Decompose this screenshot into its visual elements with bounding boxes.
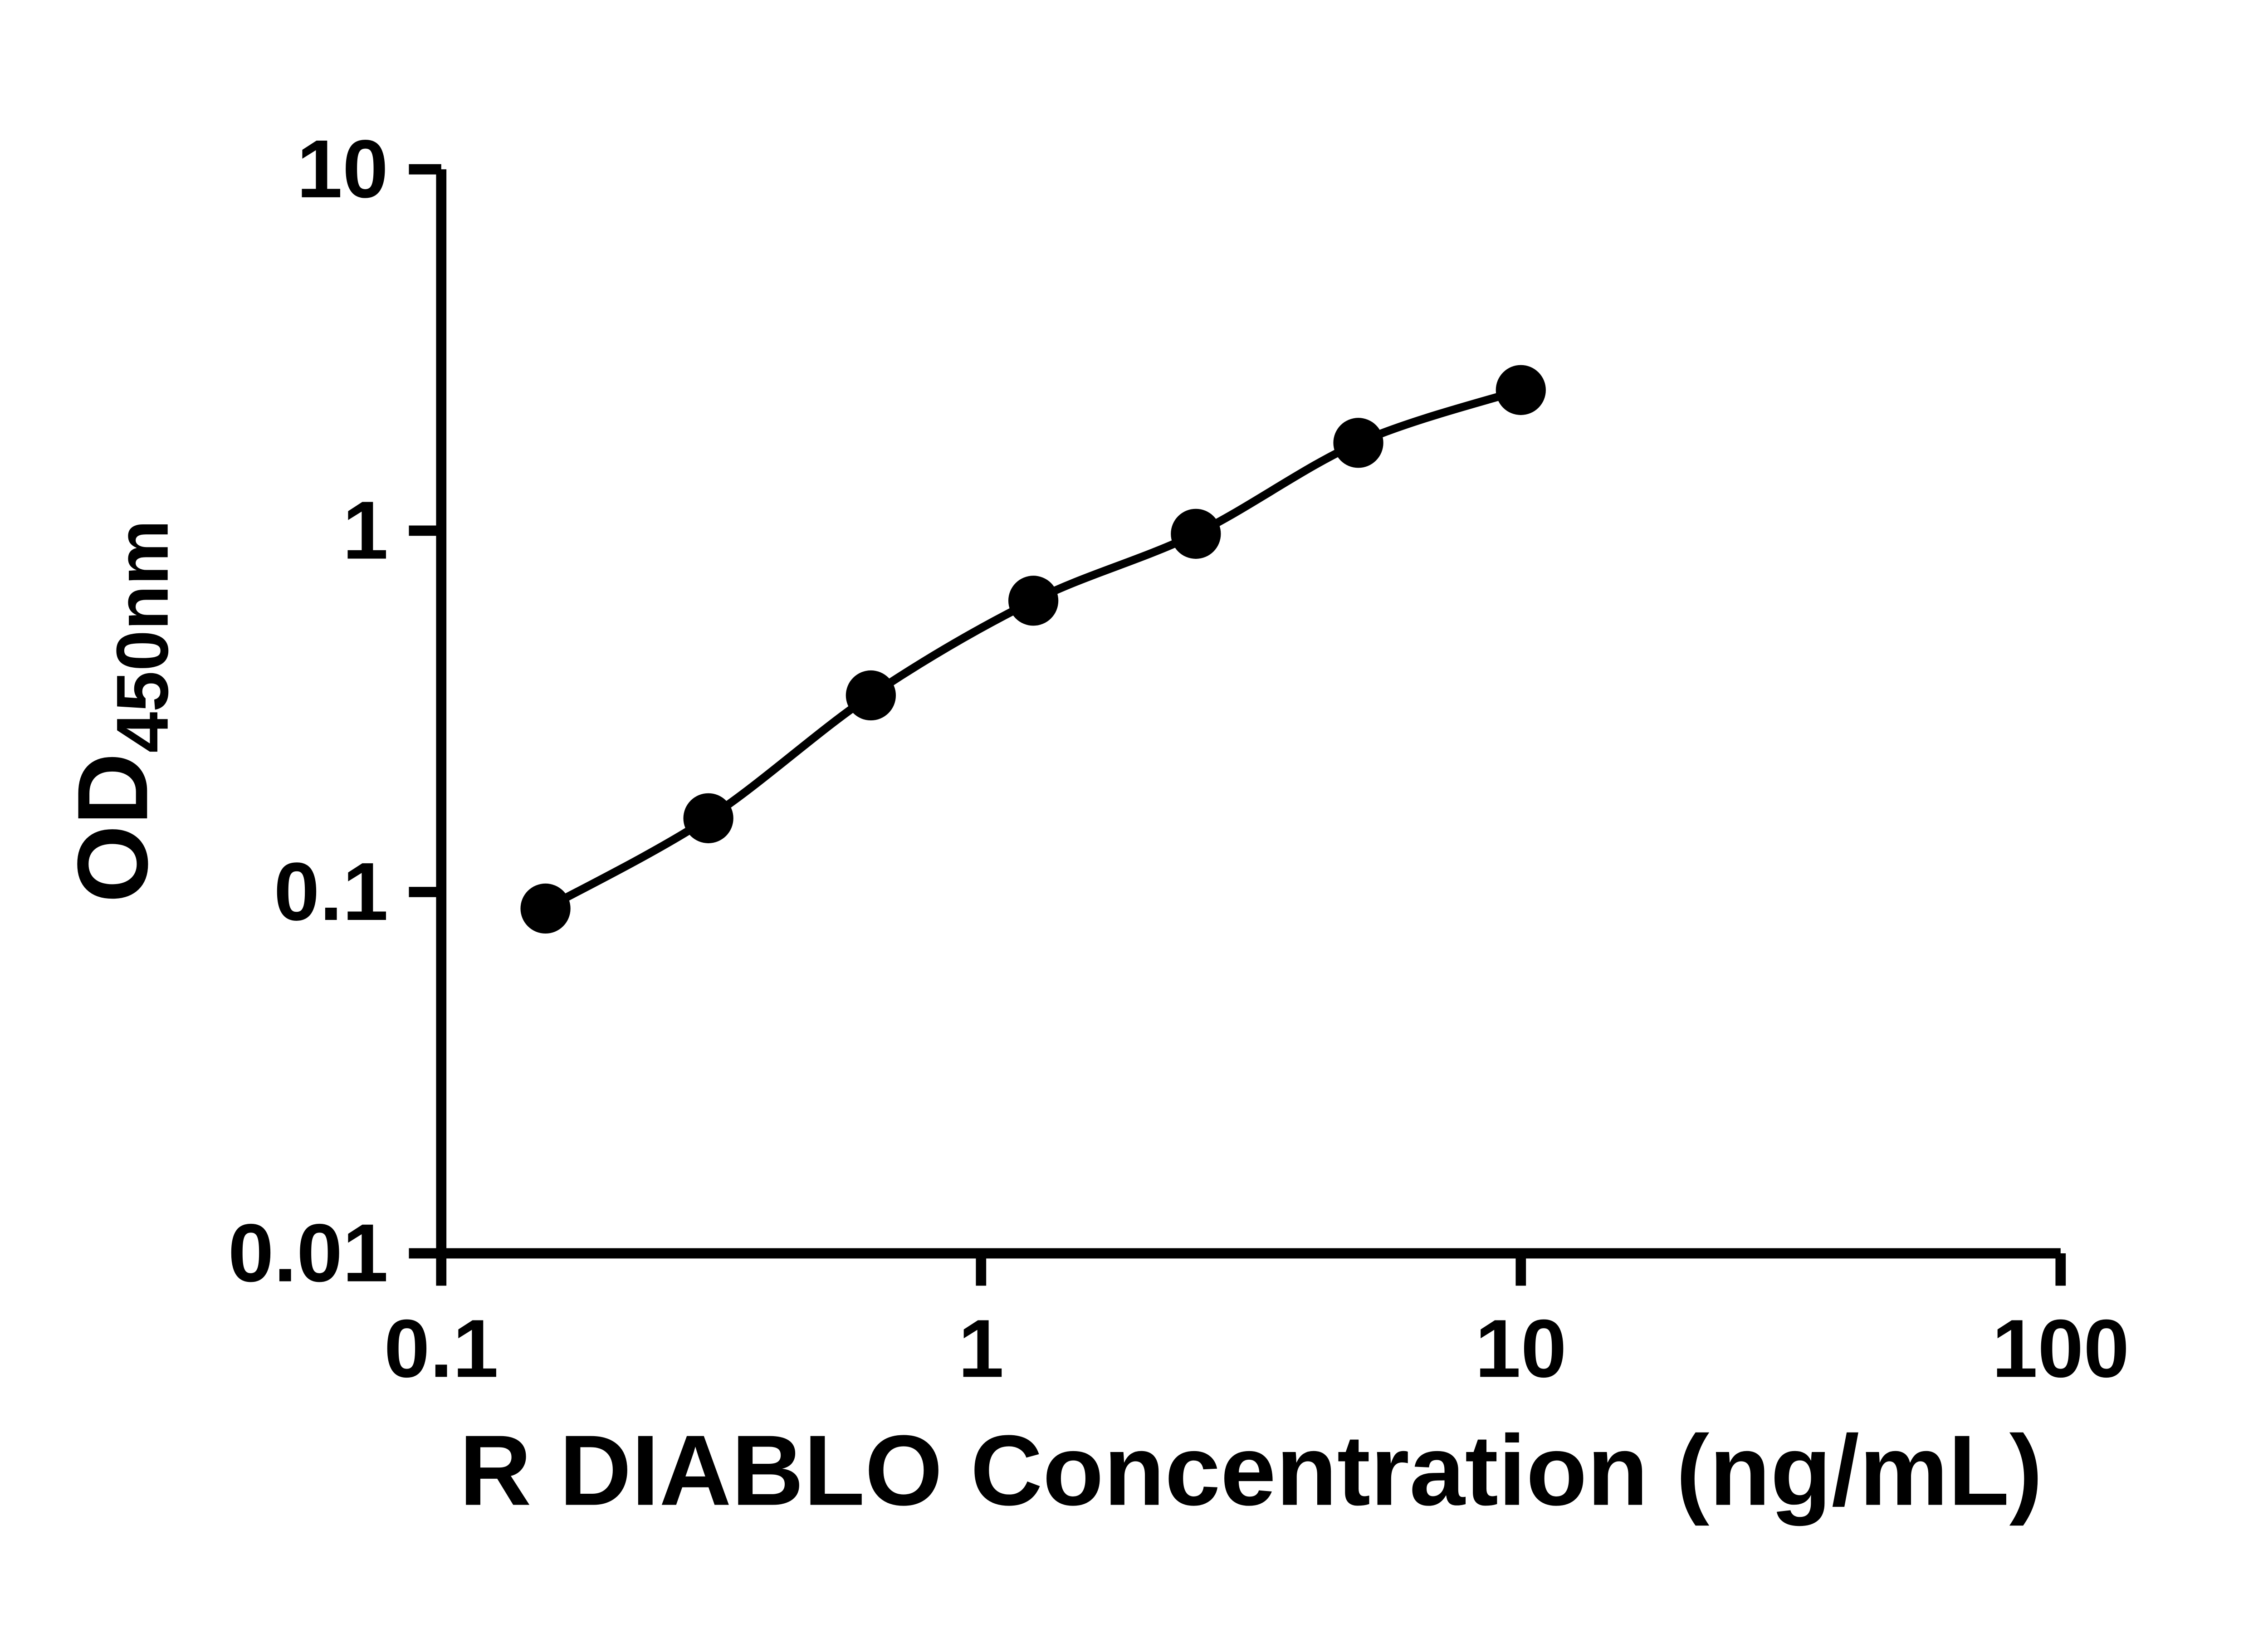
data-point xyxy=(1008,576,1059,626)
x-axis-tick-label: 10 xyxy=(1475,1303,1567,1394)
x-axis-tick-label: 100 xyxy=(1992,1303,2129,1394)
data-point xyxy=(1171,508,1221,559)
y-axis-tick-label: 10 xyxy=(297,123,388,215)
y-axis-tick-label: 0.1 xyxy=(274,846,388,938)
x-axis-tick-label: 0.1 xyxy=(384,1303,499,1394)
y-axis-title: OD450nm xyxy=(56,520,183,903)
data-point xyxy=(1496,365,1546,415)
data-point xyxy=(520,883,571,934)
data-point xyxy=(683,793,733,843)
x-axis-title: R DIABLO Concentration (ng/mL) xyxy=(459,1414,2043,1526)
x-axis-tick-label: 1 xyxy=(958,1303,1004,1394)
y-axis-tick-label: 0.01 xyxy=(228,1208,388,1299)
y-axis-tick-label: 1 xyxy=(342,484,388,576)
chart-background xyxy=(0,22,2268,1611)
data-point xyxy=(1333,418,1383,468)
data-point xyxy=(846,670,896,721)
